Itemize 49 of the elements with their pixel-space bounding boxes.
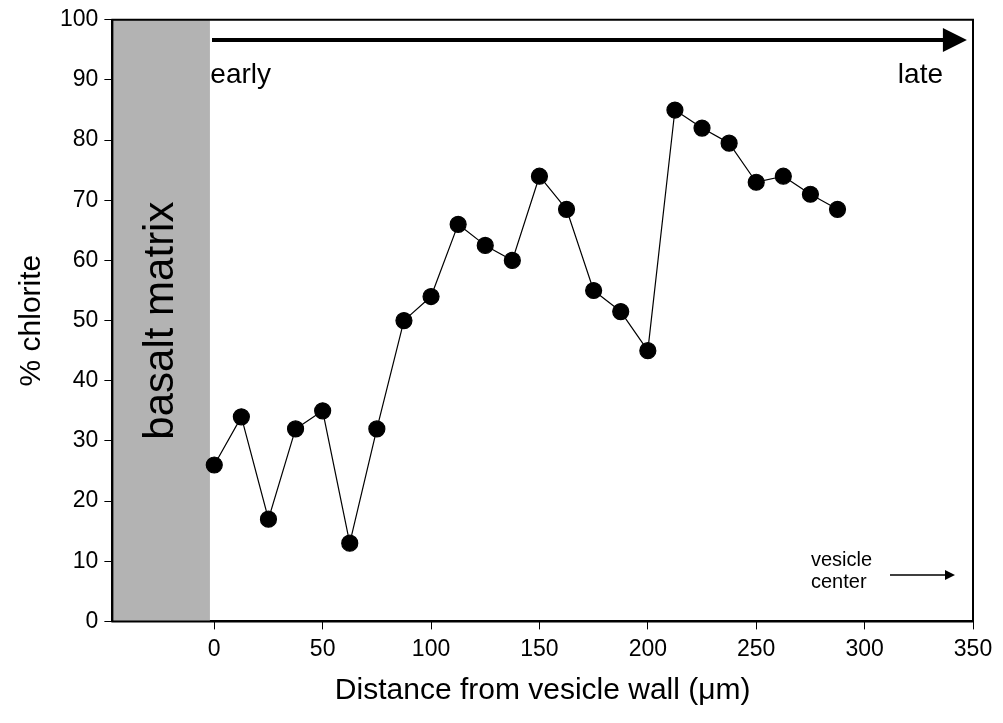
band-label: basalt matrix — [134, 201, 182, 440]
x-axis-title: Distance from vesicle wall (μm) — [334, 672, 751, 706]
point — [585, 281, 603, 300]
point — [449, 215, 467, 233]
annotation: vesicle center — [811, 547, 873, 592]
point — [639, 342, 657, 360]
point — [232, 408, 250, 426]
y-tick-label: 30 — [72, 426, 99, 453]
annotation: late — [897, 57, 943, 89]
point — [666, 101, 684, 119]
x-tick-label: 350 — [953, 634, 993, 661]
x-tick-label: 250 — [737, 634, 776, 661]
y-tick-label: 60 — [72, 245, 99, 272]
y-tick-label: 50 — [72, 305, 99, 332]
point — [720, 134, 738, 152]
y-tick-label: 90 — [72, 65, 99, 92]
point — [205, 456, 223, 474]
point — [286, 420, 305, 438]
y-tick-label: 0 — [85, 606, 99, 633]
point — [747, 173, 765, 191]
point — [314, 402, 332, 420]
point — [341, 534, 359, 552]
point — [422, 287, 440, 306]
y-tick-label: 20 — [72, 486, 99, 513]
x-tick-label: 200 — [628, 634, 668, 661]
x-tick-label: 150 — [520, 634, 559, 661]
x-tick-label: 50 — [309, 634, 336, 661]
x-tick-label: 100 — [411, 634, 451, 661]
annotation: early — [210, 57, 272, 89]
y-tick-label: 10 — [72, 546, 99, 573]
point — [476, 236, 494, 254]
y-axis-title: % chlorite — [13, 254, 47, 387]
x-tick-label: 300 — [845, 634, 884, 661]
point — [693, 119, 711, 137]
x-tick-label: 0 — [207, 634, 221, 661]
point — [503, 251, 521, 270]
y-tick-label: 70 — [72, 185, 99, 212]
point — [259, 510, 278, 528]
point — [774, 167, 792, 185]
point — [612, 302, 630, 321]
point — [801, 185, 820, 203]
y-tick-label: 40 — [72, 366, 99, 393]
point — [530, 167, 549, 185]
point — [557, 200, 576, 218]
point — [828, 200, 847, 218]
y-tick-label: 100 — [60, 5, 99, 32]
point — [368, 420, 386, 438]
point — [395, 312, 413, 330]
y-tick-label: 80 — [72, 125, 99, 152]
